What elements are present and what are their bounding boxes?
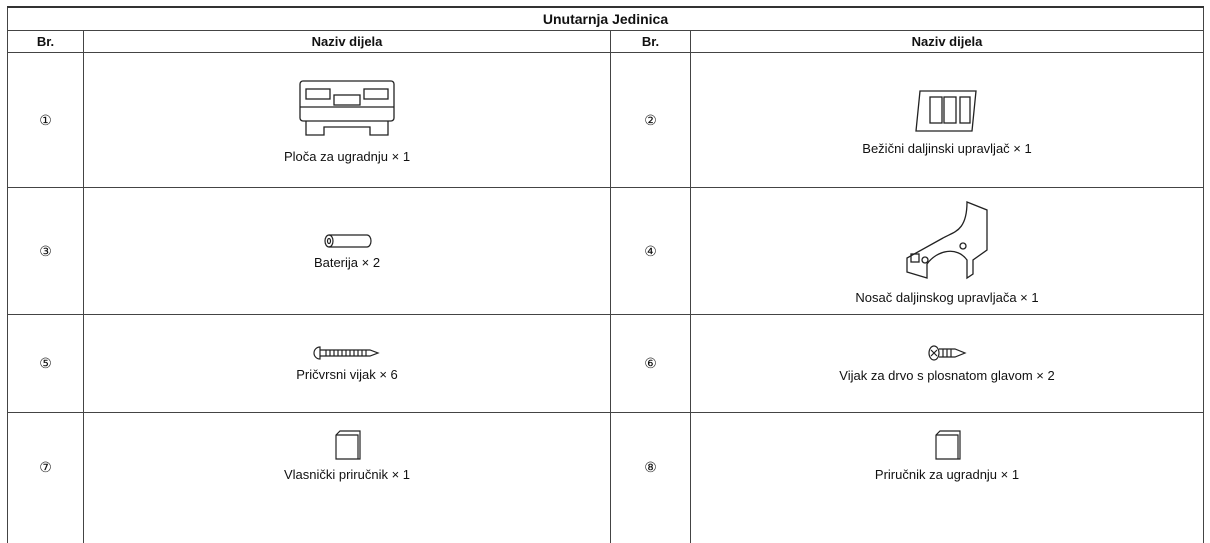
wood-screw-icon xyxy=(928,345,967,361)
parts-table-wrap: Unutarnja Jedinica Br. Naziv dijela Br. … xyxy=(6,6,1205,543)
item-number: ④ xyxy=(610,187,691,315)
item-cell: Ploča za ugradnju × 1 xyxy=(83,52,611,188)
item-name: Pričvrsni vijak × 6 xyxy=(296,367,398,382)
item-cell: Nosač daljinskog upravljača × 1 xyxy=(689,187,1205,315)
item-name: Bežični daljinski upravljač × 1 xyxy=(862,140,1032,156)
header: Br. xyxy=(7,30,84,53)
screw-icon xyxy=(313,346,380,360)
item-number: ③ xyxy=(7,187,84,315)
item-number: ② xyxy=(610,52,691,188)
item-number: ① xyxy=(7,52,84,188)
item-cell: Bežični daljinski upravljač × 1 xyxy=(689,52,1205,188)
item-cell: Vijak za drvo s plosnatom glavom × 2 xyxy=(689,314,1205,413)
manual-icon xyxy=(335,430,361,460)
item-number: ⑥ xyxy=(610,314,691,413)
item-number: ⑦ xyxy=(7,412,84,543)
item-cell: Baterija × 2 xyxy=(83,187,611,315)
item-cell: Priručnik za ugradnju × 1 xyxy=(689,412,1205,543)
item-name: Vlasnički priručnik × 1 xyxy=(283,467,411,482)
mounting-plate-icon xyxy=(299,79,395,136)
item-name: Priručnik za ugradnju × 1 xyxy=(874,467,1020,482)
item-number: ⑤ xyxy=(7,314,84,413)
item-cell: Vlasnički priručnik × 1 xyxy=(83,412,611,543)
manual-icon xyxy=(935,430,961,460)
item-number: ⑧ xyxy=(610,412,691,543)
item-cell: Pričvrsni vijak × 6 xyxy=(83,314,611,413)
parts-table: Unutarnja Jedinica Br. Naziv dijela Br. … xyxy=(6,6,1205,543)
item-name: Vijak za drvo s plosnatom glavom × 2 xyxy=(839,368,1055,383)
table-title: Unutarnja Jedinica xyxy=(6,6,1205,31)
header: Naziv dijela xyxy=(83,30,611,53)
item-name: Baterija × 2 xyxy=(313,254,381,270)
remote-icon xyxy=(915,89,977,132)
header: Naziv dijela xyxy=(689,30,1205,53)
header: Br. xyxy=(610,30,691,53)
holder-icon xyxy=(906,200,988,279)
item-name: Nosač daljinskog upravljača × 1 xyxy=(855,289,1039,305)
battery-icon xyxy=(324,233,372,248)
item-name: Ploča za ugradnju × 1 xyxy=(283,148,411,164)
